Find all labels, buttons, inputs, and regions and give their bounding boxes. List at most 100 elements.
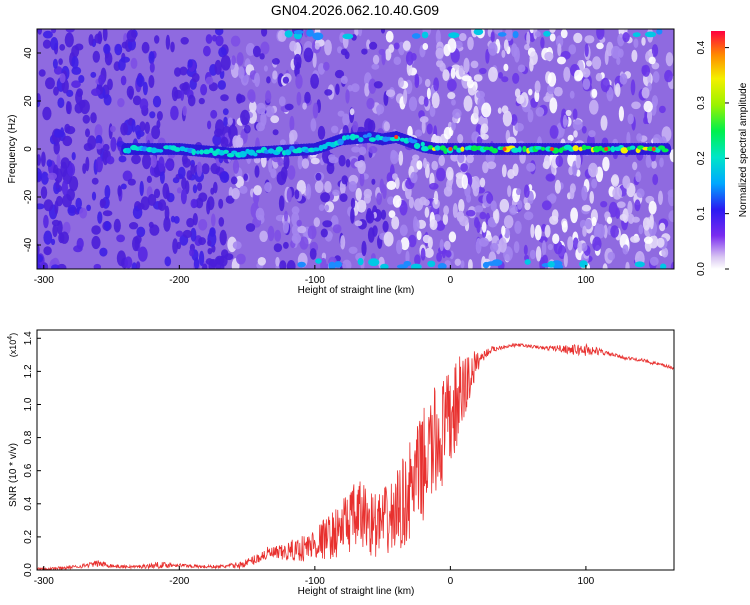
spectrogram-cell — [503, 215, 514, 229]
spectrogram-edge-cell — [497, 32, 507, 37]
spectrogram-cell — [71, 66, 82, 75]
spectrogram-cell — [231, 55, 236, 66]
spectrogram-cell — [153, 164, 160, 176]
spectrogram-cell — [41, 151, 46, 167]
spectrogram-cell — [476, 90, 485, 99]
spectrogram-cell — [210, 109, 218, 119]
spectrogram-edge-cell — [553, 263, 564, 269]
colorbar-tick-label: 0.2 — [696, 151, 707, 165]
spectrogram-cell — [485, 49, 490, 64]
spectrogram-cell — [358, 146, 367, 156]
spectrogram-cell — [461, 174, 468, 190]
spectrogram-cell — [243, 173, 248, 181]
spectrogram-cell — [171, 86, 179, 102]
spectrogram-cell — [62, 221, 71, 235]
ridge-point — [470, 145, 478, 152]
spectrogram-cell — [652, 134, 662, 146]
spectrogram-cell — [324, 181, 332, 193]
ridge-point — [540, 146, 546, 151]
spectrogram-cell — [217, 80, 226, 90]
spectrogram-cell — [51, 29, 57, 34]
spectrogram-cell — [658, 190, 663, 205]
spectrogram-cell — [405, 250, 410, 264]
spectrogram-cell — [523, 184, 530, 198]
spectrogram-cell — [642, 64, 651, 77]
spectrogram-cell — [385, 89, 396, 97]
spectrogram-cell — [408, 96, 418, 112]
spectrogram-edge-cell — [411, 33, 421, 39]
spectrogram-cell — [277, 29, 287, 42]
ridge-point — [661, 148, 669, 153]
spectrogram-cell — [38, 69, 46, 77]
spectrogram-cell — [88, 34, 94, 46]
ridge-hotspot — [394, 135, 399, 139]
spectrogram-cell — [567, 236, 574, 251]
spectrogram-cell — [270, 168, 277, 179]
spectrogram-edge-cell — [644, 31, 657, 38]
spectrogram-cell — [282, 76, 289, 84]
snr-y-tick-label: 1.2 — [23, 364, 34, 378]
spectrogram-cell — [436, 167, 446, 182]
spectrogram-cell — [665, 52, 674, 67]
spectrogram-cell — [219, 229, 227, 246]
spectrogram-cell — [332, 189, 340, 197]
spectrogram-cell — [291, 224, 300, 236]
snr-y-multiplier: (x104) — [7, 333, 18, 357]
spectrogram-cell — [87, 135, 97, 150]
spectrogram-cell — [180, 188, 187, 205]
spectrogram-cell — [473, 74, 483, 82]
spectrogram-cell — [451, 121, 456, 131]
spectrogram-cell — [617, 48, 624, 58]
ridge-point — [413, 142, 421, 149]
spectrogram-cell — [410, 53, 417, 61]
spectrogram-cell — [479, 177, 486, 188]
spectrogram-cell — [215, 29, 224, 36]
spectrogram-cell — [65, 29, 75, 33]
spectrogram-cell — [52, 58, 58, 69]
spectrogram-edge-cell — [634, 261, 645, 268]
spectrogram-cell — [424, 206, 430, 218]
spectrogram-cell — [351, 83, 360, 93]
snr-panel: -300 -200 -100 0 100 0.0 0.2 0.4 0.6 0.8 1.0 1.2 1.… — [7, 329, 675, 597]
spectrogram-cell — [480, 123, 489, 134]
spectrogram-cell — [283, 154, 290, 170]
spectrogram-cell — [473, 105, 479, 119]
ridge-point — [620, 147, 629, 154]
spectrogram-cell — [501, 76, 509, 83]
spectrogram-cell — [318, 204, 325, 212]
spectrogram-cell — [165, 34, 171, 50]
spectrogram-cell — [442, 69, 450, 81]
spectrogram-cell — [240, 109, 250, 126]
spectrogram-edge-cell — [297, 261, 306, 268]
spectrogram-edge-cell — [410, 263, 422, 269]
spectrogram-cell — [622, 175, 631, 189]
spectrogram-cell — [501, 164, 507, 178]
spectrogram-cell — [372, 54, 380, 65]
spectrogram-cell — [303, 47, 314, 63]
spectrogram-cell — [481, 102, 492, 118]
spectrogram-cell — [376, 192, 382, 206]
spectrogram-cell — [508, 204, 518, 215]
spectrogram-cell — [339, 193, 348, 203]
spectrogram-cell — [414, 219, 420, 232]
spectrogram-cell — [59, 44, 66, 51]
spectrogram-cell — [510, 114, 518, 126]
spectrogram-cell — [573, 32, 583, 44]
spectrogram-cell — [260, 41, 270, 55]
spectrogram-cell — [392, 173, 398, 180]
spectrogram-cell — [638, 224, 644, 235]
spectrogram-cell — [54, 200, 59, 215]
spectrogram-cell — [257, 257, 266, 266]
spectrogram-cell — [198, 237, 207, 246]
spectrogram-cell — [568, 44, 577, 55]
spectrogram-cell — [223, 116, 228, 127]
spectrogram-cell — [592, 236, 602, 251]
spectrogram-cell — [478, 67, 487, 75]
spectrogram-cell — [431, 160, 439, 171]
spectrogram-cell — [198, 219, 208, 231]
spectrogram-cell — [164, 256, 172, 267]
ridge-point — [173, 147, 181, 152]
spectrogram-cell — [58, 58, 63, 65]
spectrogram-cell — [636, 188, 645, 198]
